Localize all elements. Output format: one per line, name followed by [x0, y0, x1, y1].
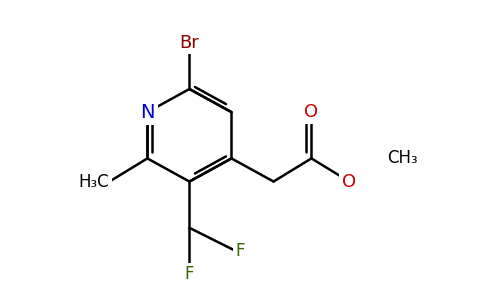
Text: H₃C: H₃C [79, 172, 109, 190]
Text: F: F [236, 242, 245, 260]
Text: N: N [140, 103, 154, 122]
Text: O: O [342, 172, 356, 190]
Text: O: O [304, 103, 318, 121]
Text: CH₃: CH₃ [387, 149, 418, 167]
Text: F: F [185, 265, 194, 283]
Text: Br: Br [180, 34, 199, 52]
